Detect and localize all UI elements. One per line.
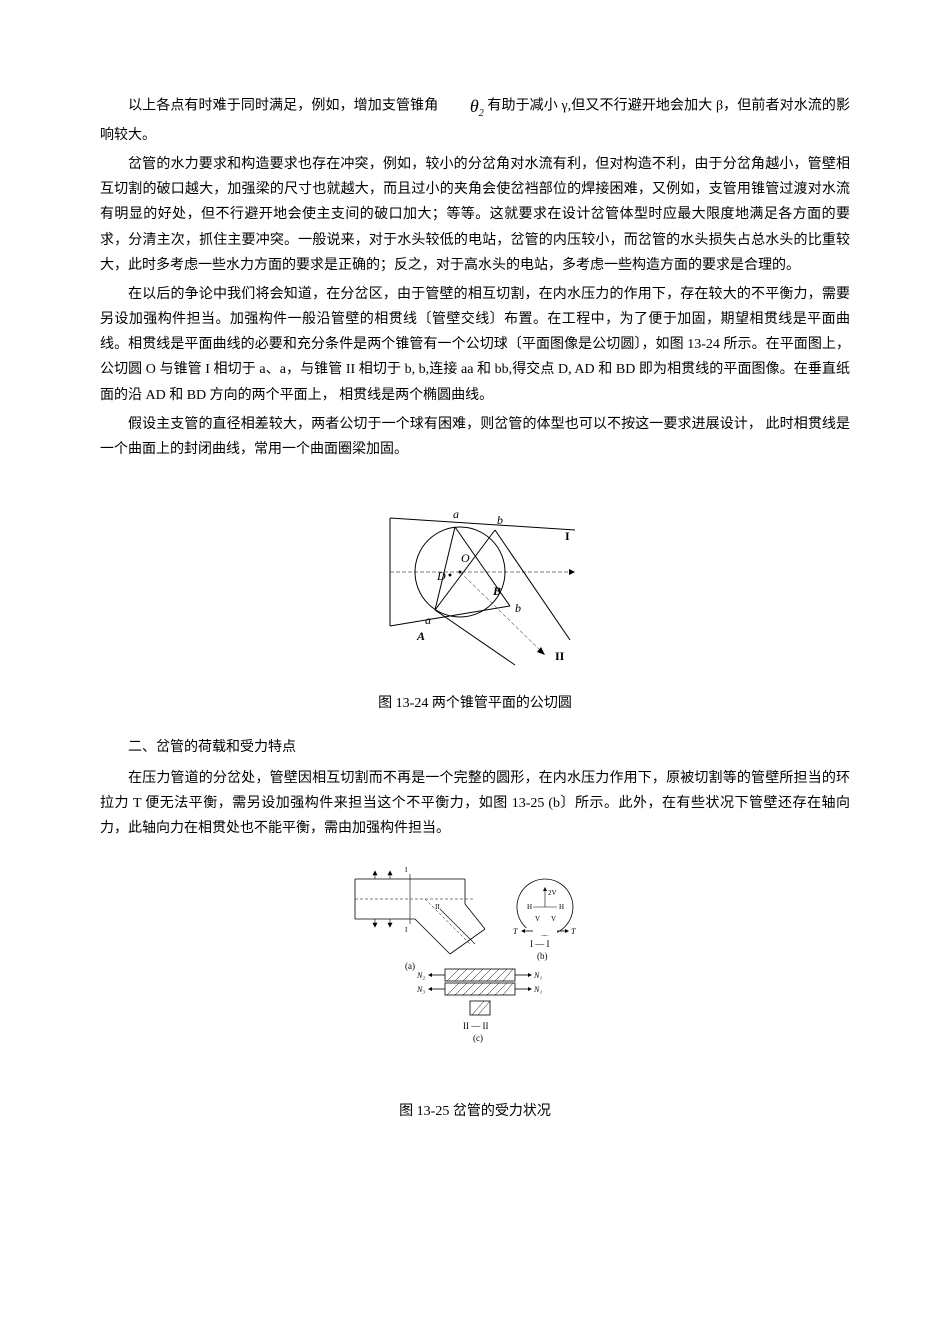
theta-symbol: θ2 bbox=[442, 90, 484, 123]
label-a-sub: (a) bbox=[405, 961, 415, 971]
figure-13-25-container: I I II (a) I — I (b) bbox=[100, 859, 850, 1123]
figure-13-24-svg: a a b b O D A B I II bbox=[365, 480, 585, 670]
svg-text:II: II bbox=[435, 903, 440, 911]
svg-text:T: T bbox=[513, 927, 518, 936]
svg-text:V: V bbox=[551, 915, 556, 923]
section-2-title: 二、岔管的荷载和受力特点 bbox=[100, 735, 850, 760]
svg-text:N₁: N₁ bbox=[533, 971, 542, 980]
svg-text:N₂: N₂ bbox=[416, 971, 425, 980]
label-c-sub: (c) bbox=[473, 1033, 483, 1043]
label-II-II: II — II bbox=[463, 1021, 489, 1031]
svg-text:H: H bbox=[527, 903, 532, 911]
label-I-I: I — I bbox=[530, 939, 550, 949]
svg-text:V: V bbox=[535, 915, 540, 923]
paragraph-3: 在以后的争论中我们将会知道，在分岔区，由于管壁的相互切割，在内水压力的作用下，存… bbox=[100, 282, 850, 408]
svg-text:N₁: N₁ bbox=[533, 985, 542, 994]
label-a-top: a bbox=[453, 507, 459, 521]
svg-text:2V: 2V bbox=[548, 889, 557, 897]
svg-text:H: H bbox=[559, 903, 564, 911]
paragraph-2: 岔管的水力要求和构造要求也存在冲突，例如，较小的分岔角对水流有利，但对构造不利，… bbox=[100, 152, 850, 278]
figure-13-24-caption: 图 13-24 两个锥管平面的公切圆 bbox=[100, 691, 850, 716]
label-O: O bbox=[461, 551, 470, 565]
label-B: B bbox=[492, 584, 501, 598]
svg-text:I: I bbox=[405, 926, 408, 934]
figure-13-25-svg: I I II (a) I — I (b) bbox=[335, 859, 615, 1059]
figure-13-25-caption: 图 13-25 岔管的受力状况 bbox=[100, 1099, 850, 1124]
paragraph-5: 在压力管道的分岔处，管壁因相互切割而不再是一个完整的圆形，在内水压力作用下，原被… bbox=[100, 766, 850, 842]
label-II: II bbox=[555, 649, 565, 663]
figure-13-24-container: a a b b O D A B I II 图 13-24 两个锥管平面的公切圆 bbox=[100, 480, 850, 716]
label-b-sub: (b) bbox=[537, 951, 548, 961]
label-A: A bbox=[416, 629, 425, 643]
label-D: D bbox=[436, 569, 446, 583]
label-b-top: b bbox=[497, 513, 503, 527]
svg-text:I: I bbox=[405, 866, 408, 874]
svg-text:N₃: N₃ bbox=[416, 985, 425, 994]
svg-text:T: T bbox=[571, 927, 576, 936]
paragraph-1: 以上各点有时难于同时满足，例如，增加支管锥角 θ2 有助于减小 γ,但又不行避开… bbox=[100, 90, 850, 148]
label-a-bottom: a bbox=[425, 613, 431, 627]
label-b-bottom: b bbox=[515, 601, 521, 615]
paragraph-4: 假设主支管的直径相差较大，两者公切于一个球有困难，则岔管的体型也可以不按这一要求… bbox=[100, 412, 850, 462]
p1-text-before: 以上各点有时难于同时满足，例如，增加支管锥角 bbox=[128, 99, 442, 114]
label-I: I bbox=[565, 529, 570, 543]
